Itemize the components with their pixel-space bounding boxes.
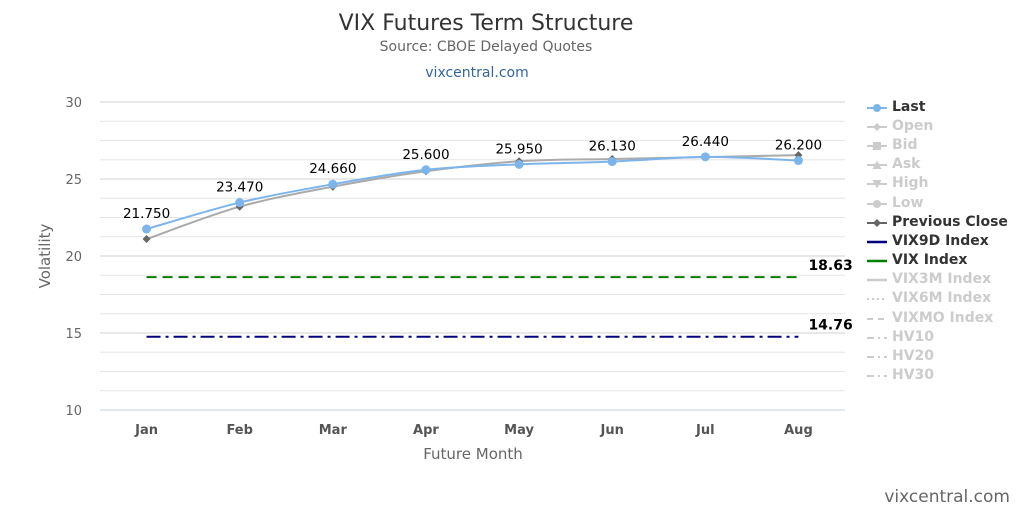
legend-symbol-vix9d-index [866, 234, 888, 248]
y-axis: 10 15 20 25 30 [65, 96, 82, 419]
y-tick-label: 30 [65, 96, 82, 111]
plot-series [142, 151, 803, 338]
last-point[interactable] [235, 198, 245, 208]
legend-item-vix9d-index[interactable]: VIX9D Index [866, 231, 1022, 250]
legend-symbol-high [866, 176, 888, 190]
legend-item-previous-close[interactable]: Previous Close [866, 212, 1022, 231]
legend-label: VIX3M Index [892, 271, 992, 288]
legend-symbol-ask [866, 157, 888, 171]
legend-item-hv10[interactable]: HV10 [866, 327, 1022, 346]
x-tick-label: Jun [600, 423, 624, 438]
source-link[interactable]: vixcentral.com [425, 65, 528, 81]
vix-index-label: 18.63 [808, 258, 852, 274]
legend-symbol-last [866, 100, 888, 114]
last-point[interactable] [700, 152, 710, 162]
chart-subtitle: Source: CBOE Delayed Quotes [380, 39, 593, 55]
legend-symbol-vix-index [866, 253, 888, 267]
footer-watermark: vixcentral.com [884, 487, 1010, 507]
last-data-label: 26.130 [589, 139, 636, 155]
legend-label: Bid [892, 136, 918, 153]
gridlines [100, 101, 845, 411]
legend-symbol-hv30 [866, 368, 888, 382]
x-tick-label: Jul [695, 423, 715, 438]
legend-label: VIX9D Index [892, 232, 989, 249]
previous-close-point[interactable] [142, 235, 151, 244]
x-tick-label: Feb [226, 423, 252, 438]
x-tick-label: Jan [134, 423, 158, 438]
y-tick-label: 25 [65, 173, 82, 188]
legend-item-last[interactable]: Last [866, 97, 1022, 116]
legend-label: Ask [892, 156, 921, 173]
last-point[interactable] [421, 165, 431, 175]
y-tick-label: 15 [65, 327, 82, 342]
legend-symbol-vixmo-index [866, 311, 888, 325]
legend-item-bid[interactable]: Bid [866, 135, 1022, 154]
chart-title: VIX Futures Term Structure [339, 11, 634, 36]
last-data-label: 26.440 [682, 134, 729, 150]
legend-label: VIXMO Index [892, 309, 994, 326]
legend-label: VIX6M Index [892, 290, 992, 307]
legend-label: High [892, 175, 929, 192]
legend-label: Low [892, 194, 924, 211]
legend-label: Open [892, 117, 934, 134]
legend-label: HV30 [892, 367, 935, 384]
previous-close-line[interactable] [146, 154, 799, 241]
last-point[interactable] [514, 159, 524, 169]
x-tick-label: Aug [784, 423, 813, 438]
legend-item-vix3m-index[interactable]: VIX3M Index [866, 270, 1022, 289]
legend-item-ask[interactable]: Ask [866, 155, 1022, 174]
legend-symbol-open [866, 119, 888, 133]
legend-item-vix-index[interactable]: VIX Index [866, 251, 1022, 270]
last-data-label: 24.660 [309, 161, 356, 177]
x-tick-label: Mar [319, 423, 348, 438]
legend-label: VIX Index [892, 252, 968, 269]
x-axis: Jan Feb Mar Apr May Jun Jul Aug [100, 409, 845, 438]
x-axis-title: Future Month [423, 445, 523, 463]
y-axis-title: Volatility [36, 223, 54, 288]
legend: Last Open Bid Ask High Low Previous Close VIX9D… [866, 97, 1022, 385]
last-data-label: 25.950 [495, 141, 542, 157]
last-line[interactable] [146, 155, 799, 231]
last-point[interactable] [328, 179, 338, 189]
last-point[interactable] [142, 224, 152, 234]
legend-item-low[interactable]: Low [866, 193, 1022, 212]
legend-label: Last [892, 98, 926, 115]
legend-label: Previous Close [892, 213, 1008, 230]
legend-symbol-hv10 [866, 330, 888, 344]
x-tick-label: May [504, 423, 534, 438]
last-data-label: 25.600 [402, 147, 449, 163]
legend-label: HV20 [892, 348, 935, 365]
last-point[interactable] [793, 156, 803, 166]
legend-symbol-bid [866, 138, 888, 152]
legend-symbol-vix3m-index [866, 272, 888, 286]
data-labels: 18.63 14.76 21.750 23.470 24.660 25.600 25.950… [123, 134, 853, 334]
y-tick-label: 10 [65, 404, 82, 419]
legend-item-vix6m-index[interactable]: VIX6M Index [866, 289, 1022, 308]
x-tick-label: Apr [413, 423, 439, 438]
legend-symbol-previous-close [866, 215, 888, 229]
last-data-label: 23.470 [216, 180, 263, 196]
legend-symbol-hv20 [866, 349, 888, 363]
legend-item-high[interactable]: High [866, 174, 1022, 193]
legend-symbol-low [866, 196, 888, 210]
vix9d-index-label: 14.76 [808, 318, 852, 334]
legend-symbol-vix6m-index [866, 291, 888, 305]
legend-item-hv30[interactable]: HV30 [866, 366, 1022, 385]
legend-label: HV10 [892, 328, 935, 345]
y-tick-label: 20 [65, 250, 82, 265]
legend-item-vixmo-index[interactable]: VIXMO Index [866, 308, 1022, 327]
last-point[interactable] [607, 157, 617, 167]
legend-item-hv20[interactable]: HV20 [866, 346, 1022, 365]
last-data-label: 26.200 [775, 138, 822, 154]
legend-item-open[interactable]: Open [866, 116, 1022, 135]
last-data-label: 21.750 [123, 206, 170, 222]
